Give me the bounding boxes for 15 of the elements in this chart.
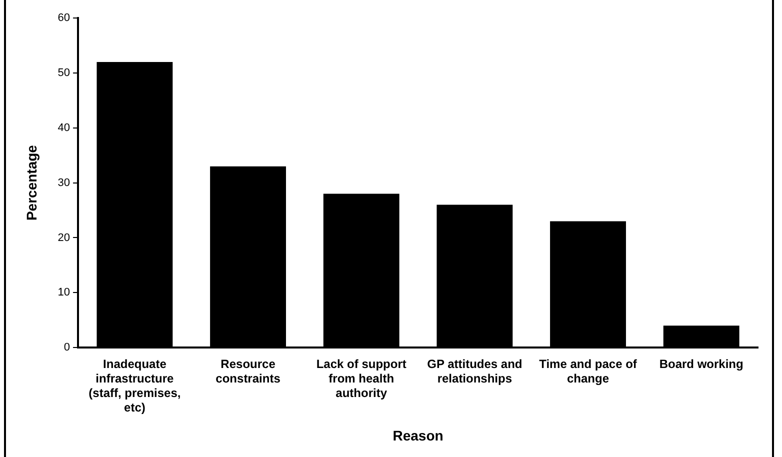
x-tick-label: Resource constraints (216, 357, 281, 386)
y-tick-label: 20 (58, 232, 70, 244)
y-tick-label: 60 (58, 12, 70, 24)
y-tick-label: 0 (64, 342, 70, 354)
x-axis-title: Reason (392, 427, 444, 444)
x-tick-label: Inadequate infrastructure (staff, premises, etc) (88, 357, 181, 414)
y-axis-title: Percentage (23, 144, 40, 221)
y-tick-label: 30 (58, 176, 70, 189)
y-tick-label: 10 (58, 286, 70, 299)
y-tick-label: 40 (58, 122, 70, 134)
x-tick-label: GP attitudes and relationships (427, 357, 522, 386)
x-tick-label: Board working (659, 357, 744, 372)
y-tick-label: 50 (58, 66, 70, 79)
x-tick-label: Lack of support from health authority (316, 357, 406, 400)
x-tick-label: Time and pace of change (539, 357, 638, 386)
